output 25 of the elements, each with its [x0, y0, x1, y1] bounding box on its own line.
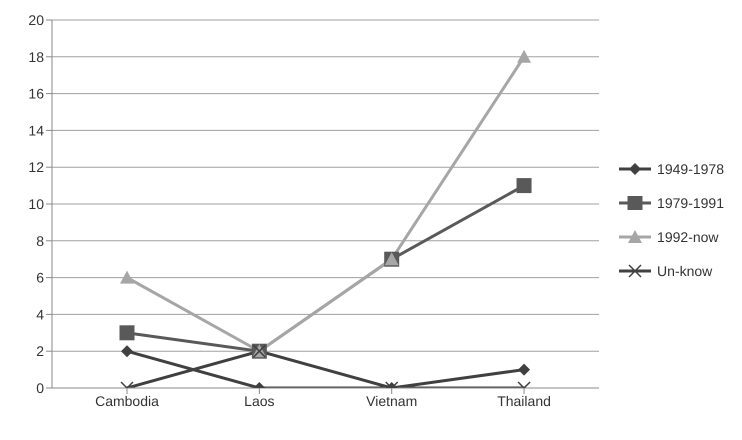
legend-label: 1992-now — [657, 228, 719, 247]
point — [517, 50, 532, 63]
y-tick-label: 10 — [28, 196, 44, 212]
legend-label: Un-know — [657, 262, 712, 281]
y-tick-label: 4 — [36, 306, 44, 322]
x-tick-label: Vietnam — [366, 392, 418, 409]
point — [518, 364, 530, 376]
point — [121, 345, 133, 358]
y-tick-label: 12 — [28, 159, 44, 176]
y-tick-label: 16 — [28, 86, 44, 102]
y-tick-label: 8 — [36, 232, 44, 249]
y-tick-label: 18 — [28, 48, 44, 65]
legend-label: 1949-1978 — [657, 160, 724, 179]
legend-label: 1979-1991 — [657, 194, 724, 213]
y-tick-label: 6 — [36, 270, 44, 286]
y-tick-label: 0 — [36, 380, 44, 396]
point — [120, 325, 134, 340]
y-tick-label: 20 — [28, 12, 44, 28]
x-tick-label: Thailand — [497, 392, 551, 409]
y-tick-label: 14 — [28, 122, 44, 138]
x-tick-label: Laos — [244, 392, 275, 409]
y-tick-label: 2 — [36, 343, 44, 360]
x-tick-label: Cambodia — [95, 392, 160, 409]
point — [516, 178, 532, 194]
point — [120, 270, 134, 284]
